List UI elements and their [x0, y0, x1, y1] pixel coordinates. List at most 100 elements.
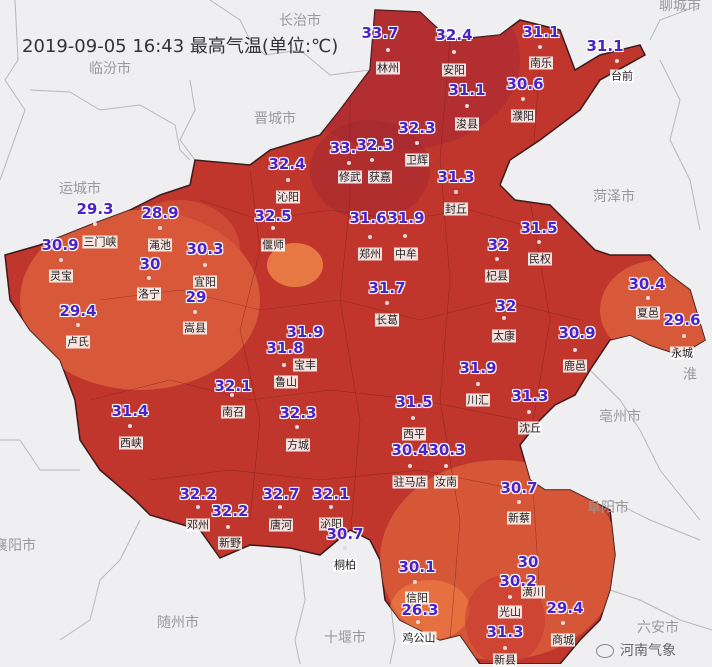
station-name: 鹿邑: [563, 359, 587, 373]
station-temp: 32.5: [254, 207, 292, 225]
station-dot: [271, 226, 275, 230]
station-dot: [76, 323, 80, 327]
station-dot: [385, 301, 389, 305]
station-name: 灵宝: [49, 269, 73, 283]
station-dot: [226, 525, 230, 529]
station-temp: 29.6: [663, 311, 701, 329]
wechat-icon: [596, 644, 614, 658]
station-name: 桐柏: [333, 558, 357, 572]
station-name: 封丘: [444, 202, 468, 216]
station-temp: 31.1: [448, 81, 486, 99]
station-dot: [93, 222, 97, 226]
station-temp: 31.1: [522, 23, 560, 41]
station-dot: [526, 560, 530, 564]
station-temp: 32.1: [312, 485, 350, 503]
neighbor-city-label: 襄阳市: [0, 538, 36, 554]
station-temp: 30.7: [500, 479, 538, 497]
station-name: 信阳: [405, 591, 429, 605]
station-temp: 29.4: [546, 599, 584, 617]
station-name: 洛宁: [137, 287, 161, 301]
station-dot: [416, 620, 420, 624]
station-temp: 32.4: [435, 26, 473, 44]
station-temp: 31.5: [395, 393, 433, 411]
station-temp: 32.2: [211, 502, 249, 520]
station-name: 西峡: [119, 436, 143, 450]
station-temp: 30: [517, 553, 539, 571]
station-dot: [343, 546, 347, 550]
station-temp: 32: [487, 236, 509, 254]
station-name: 南召: [221, 405, 245, 419]
station-dot: [521, 97, 525, 101]
station-temp: 30.4: [628, 275, 666, 293]
station-dot: [646, 296, 650, 300]
station-name: 嵩县: [183, 321, 207, 335]
station-name: 民权: [528, 252, 552, 266]
station-name: 长葛: [375, 313, 399, 327]
station-dots: [59, 45, 686, 650]
map-title: 2019-09-05 16:43 最高气温(单位:℃): [22, 36, 339, 57]
station-dot: [286, 178, 290, 182]
station-temp: 31.7: [368, 279, 406, 297]
station-dot: [230, 393, 234, 397]
station-temp: 30.3: [428, 441, 466, 459]
station-dot: [415, 141, 419, 145]
station-dot: [403, 234, 407, 238]
station-dot: [413, 580, 417, 584]
station-name: 新县: [493, 653, 517, 667]
watermark: 河南气象: [596, 640, 676, 660]
station-name: 光山: [498, 605, 522, 619]
station-temp: 33.: [329, 139, 357, 157]
station-name: 新野: [218, 536, 242, 550]
station-temp: 31.6: [349, 209, 387, 227]
station-temp: 29.4: [59, 302, 97, 320]
station-temp: 30.9: [558, 324, 596, 342]
station-dot: [408, 464, 412, 468]
station-name: 郑州: [358, 247, 382, 261]
neighbor-city-label: 晋城市: [254, 111, 296, 127]
station-dot: [615, 59, 619, 63]
station-temp: 29.3: [76, 200, 114, 218]
station-dot: [370, 158, 374, 162]
station-temp: 30.1: [398, 558, 436, 576]
neighbor-city-label: 阜阳市: [587, 500, 629, 516]
station-name: 太康: [492, 329, 516, 343]
neighbor-city-label: 淮: [683, 367, 697, 383]
station-dot: [476, 382, 480, 386]
station-dot: [203, 263, 207, 267]
station-dot: [502, 316, 506, 320]
station-name: 宝丰: [293, 358, 317, 372]
station-name: 中牟: [394, 247, 418, 261]
station-name: 杞县: [485, 269, 509, 283]
station-name: 安阳: [442, 63, 466, 77]
station-temp: 32.3: [356, 136, 394, 154]
station-dot: [682, 334, 686, 338]
station-name: 卢氏: [66, 335, 90, 349]
station-name: 三门峡: [82, 235, 118, 249]
station-dot: [444, 464, 448, 468]
station-name: 潢川: [521, 585, 545, 599]
station-name: 卫辉: [405, 153, 429, 167]
station-name: 西平: [402, 427, 426, 441]
station-temp: 30: [139, 255, 161, 273]
station-name: 鸡公山: [401, 631, 437, 645]
station-temp: 32.3: [279, 404, 317, 422]
station-temp: 31.9: [459, 359, 497, 377]
station-temp: 30.6: [506, 75, 544, 93]
neighbor-city-label: 亳州市: [599, 409, 641, 425]
station-temp: 30.3: [186, 240, 224, 258]
station-dot: [537, 240, 541, 244]
station-dot: [465, 104, 469, 108]
station-dot: [147, 276, 151, 280]
station-temp: 31.8: [266, 339, 304, 357]
station-name: 濮阳: [511, 109, 535, 123]
station-dot: [495, 257, 499, 261]
station-name: 夏邑: [636, 306, 660, 320]
station-name: 商城: [551, 633, 575, 647]
neighbor-city-label: 聊城市: [659, 0, 701, 14]
station-dot: [503, 646, 507, 650]
station-dot: [573, 348, 577, 352]
station-dot: [527, 410, 531, 414]
station-dot: [368, 235, 372, 239]
station-name: 汝南: [434, 475, 458, 489]
watermark-text: 河南气象: [620, 643, 676, 659]
